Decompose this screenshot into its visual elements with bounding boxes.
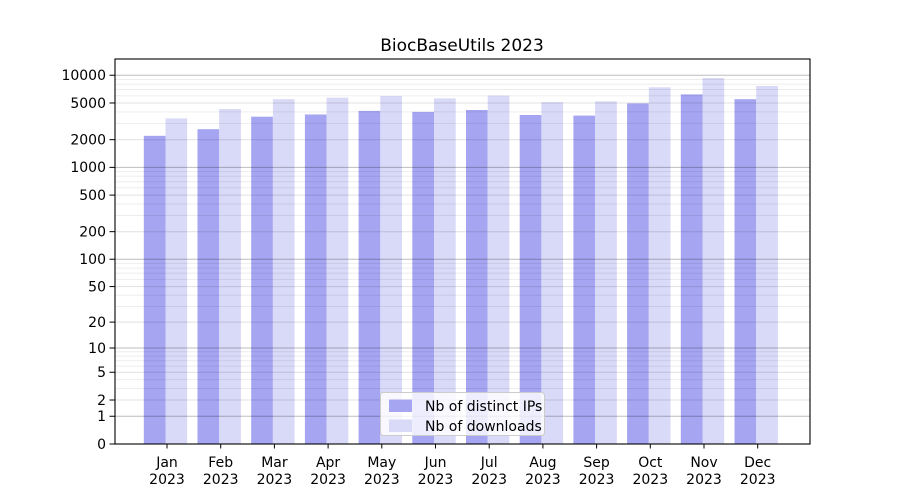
legend-label-distinct-ips: Nb of distinct IPs — [425, 399, 542, 415]
y-tick-label: 50 — [88, 279, 106, 295]
legend-swatch-distinct-ips — [389, 399, 412, 412]
chart-title: BiocBaseUtils 2023 — [380, 36, 544, 56]
legend: Nb of distinct IPs Nb of downloads — [380, 392, 545, 436]
bar-distinct-ips-jul — [466, 110, 488, 444]
axes-layer: 012510205010020050010002000500010000Jan2… — [61, 68, 775, 488]
bars-layer — [143, 78, 778, 445]
x-tick-label-year: 2023 — [364, 472, 400, 488]
bar-downloads-mar — [272, 99, 295, 444]
y-tick-label: 1000 — [70, 160, 106, 176]
x-tick-label-month: Aug — [529, 455, 556, 471]
y-tick-label: 100 — [79, 252, 106, 268]
bar-downloads-may — [380, 96, 402, 444]
y-tick-label: 0 — [97, 437, 106, 453]
bar-distinct-ips-aug — [519, 115, 542, 444]
bar-downloads-feb — [219, 109, 241, 444]
x-tick-label-month: Dec — [744, 455, 771, 471]
x-tick-label-year: 2023 — [525, 472, 561, 488]
x-tick-label-year: 2023 — [686, 472, 722, 488]
bar-downloads-dec — [756, 86, 778, 444]
bar-distinct-ips-feb — [197, 129, 220, 444]
y-tick-label: 5000 — [70, 96, 106, 112]
x-tick-label-year: 2023 — [203, 472, 239, 488]
legend-box — [380, 392, 545, 436]
bar-distinct-ips-jun — [412, 111, 434, 445]
x-tick-label-year: 2023 — [257, 472, 293, 488]
bar-downloads-aug — [541, 102, 564, 444]
x-tick-label-month: Sep — [583, 455, 610, 471]
x-tick-label-year: 2023 — [740, 472, 776, 488]
x-tick-label-month: Nov — [690, 455, 717, 471]
y-tick-label: 20 — [88, 315, 106, 331]
x-tick-label-month: Jun — [424, 455, 447, 471]
y-tick-label: 1 — [97, 409, 106, 425]
x-tick-label-year: 2023 — [310, 472, 346, 488]
y-tick-label: 10 — [88, 341, 106, 357]
bar-downloads-jan — [165, 118, 188, 445]
x-tick-label-year: 2023 — [471, 472, 507, 488]
x-tick-label-month: Mar — [261, 455, 288, 471]
bar-downloads-nov — [702, 78, 725, 444]
x-tick-label-month: May — [367, 455, 396, 471]
x-tick-label-month: Apr — [316, 455, 340, 471]
x-tick-label-year: 2023 — [579, 472, 615, 488]
x-tick-label-month: Oct — [638, 455, 663, 471]
bar-distinct-ips-sep — [573, 115, 596, 444]
y-tick-label: 200 — [79, 225, 106, 241]
bar-downloads-sep — [595, 101, 617, 445]
legend-swatch-downloads — [389, 419, 412, 432]
bar-distinct-ips-may — [358, 110, 381, 445]
bar-distinct-ips-oct — [627, 103, 649, 445]
legend-label-downloads: Nb of downloads — [425, 419, 542, 435]
x-tick-label-year: 2023 — [632, 472, 668, 488]
bar-downloads-oct — [648, 87, 671, 445]
y-tick-label: 500 — [79, 188, 106, 204]
y-tick-label: 5 — [97, 365, 106, 381]
bar-downloads-apr — [326, 97, 349, 444]
bar-distinct-ips-jan — [143, 135, 166, 445]
bar-distinct-ips-mar — [251, 116, 273, 444]
y-tick-label: 2 — [97, 393, 106, 409]
bar-distinct-ips-dec — [734, 99, 757, 444]
grid-layer — [115, 74, 810, 417]
bar-distinct-ips-apr — [304, 114, 327, 444]
x-tick-label-month: Feb — [208, 455, 233, 471]
x-tick-label-year: 2023 — [149, 472, 185, 488]
x-tick-label-year: 2023 — [418, 472, 454, 488]
x-tick-label-month: Jul — [480, 455, 498, 471]
y-tick-label: 2000 — [70, 133, 106, 149]
bar-downloads-jul — [487, 95, 510, 444]
plot-frame — [114, 58, 811, 445]
bar-downloads-jun — [434, 98, 456, 445]
x-tick-label-month: Jan — [155, 455, 178, 471]
y-tick-label: 10000 — [61, 68, 106, 84]
bar-distinct-ips-nov — [680, 94, 703, 445]
